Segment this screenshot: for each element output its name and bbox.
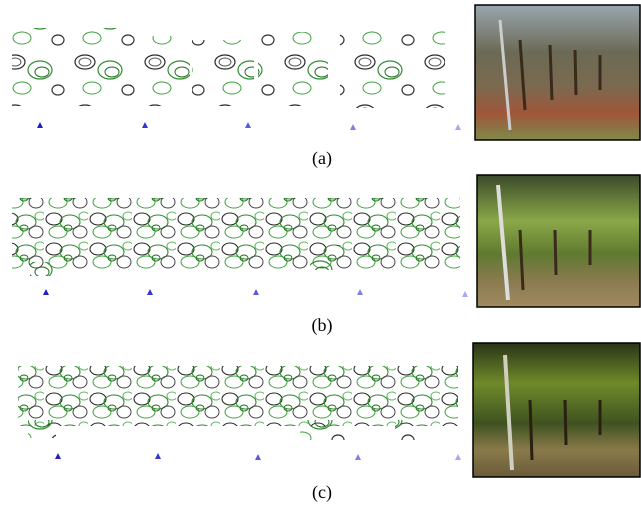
contour-plot bbox=[12, 28, 445, 108]
panel-label: (a) bbox=[312, 148, 332, 169]
contour-plot bbox=[12, 198, 460, 276]
figure: (a) (b) (c) bbox=[0, 0, 641, 510]
figure-svg: (a) (b) (c) bbox=[0, 0, 641, 510]
photo bbox=[475, 5, 640, 140]
contour-plot bbox=[18, 366, 458, 440]
panel-label: (c) bbox=[312, 482, 332, 503]
marker-row bbox=[37, 122, 461, 130]
marker-row bbox=[55, 453, 461, 460]
photo bbox=[473, 343, 640, 477]
photo bbox=[477, 175, 640, 307]
panel-label: (b) bbox=[312, 315, 333, 336]
marker-row bbox=[43, 289, 468, 297]
